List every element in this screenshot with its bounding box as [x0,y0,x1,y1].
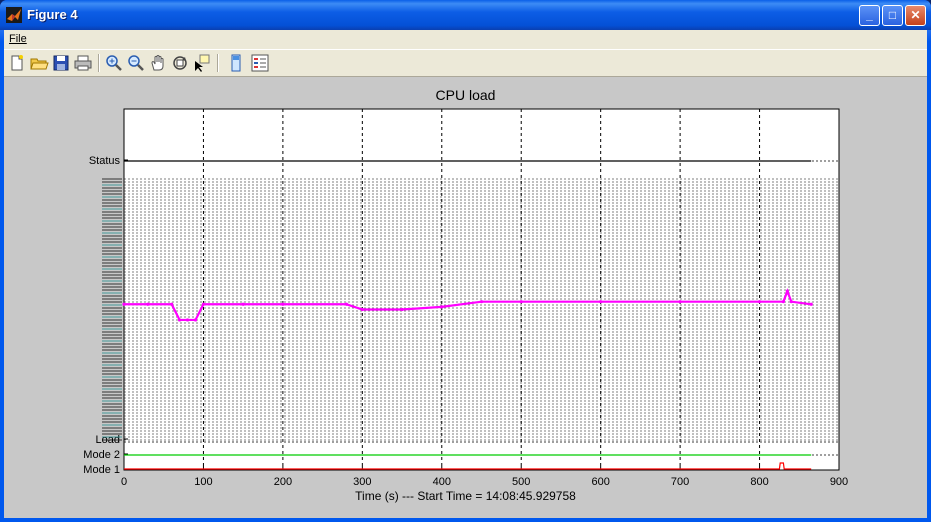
rotate-3d-icon[interactable] [170,53,190,73]
figure-toolbar [4,49,927,77]
title-bar[interactable]: Figure 4 _ □ ✕ [0,0,931,30]
matlab-logo-icon [6,7,22,23]
maximize-button[interactable]: □ [882,5,903,26]
load-point [193,318,198,322]
minimize-button[interactable]: _ [859,5,880,26]
load-point [241,302,245,306]
menu-file[interactable]: File [9,33,27,45]
toolbar-separator [217,54,219,72]
load-point [281,302,285,306]
save-icon[interactable] [51,53,71,73]
colorbar-icon[interactable] [226,53,246,73]
zoom-out-icon[interactable] [126,53,146,73]
row-label: Mode 1 [83,464,120,476]
zoom-in-icon[interactable] [104,53,124,73]
load-point [678,300,682,304]
row-label: Status [89,155,121,167]
x-tick-label: 700 [671,476,689,488]
x-tick-label: 100 [194,476,212,488]
legend-icon[interactable] [250,53,270,73]
load-point [201,302,206,306]
load-point [440,305,444,309]
load-point [599,300,603,304]
load-point [400,307,404,312]
window-title: Figure 4 [27,7,78,22]
x-tick-label: 900 [830,476,848,488]
x-axis-label: Time (s) --- Start Time = 14:08:45.92975… [355,489,576,503]
load-point [757,300,762,304]
cpu-load-chart[interactable]: 0 100 200 300 400 500 600 700 800 900StatusLoadMo… [4,77,927,518]
plot-title: CPU load [435,87,496,103]
x-tick-label: 400 [433,476,451,488]
x-tick-label: 600 [591,476,609,488]
print-icon[interactable] [73,53,93,73]
load-point [178,318,182,322]
toolbar-separator [98,54,100,72]
load-point [781,300,785,304]
load-point [785,289,789,293]
row-label: Mode 2 [83,449,120,461]
series-line-load [124,288,812,322]
pan-hand-icon[interactable] [148,53,168,73]
x-tick-label: 0 [121,476,127,488]
load-point [122,302,126,306]
series-line-mode-1 [124,462,812,470]
x-tick-label: 800 [750,476,768,488]
new-figure-icon[interactable] [7,53,27,73]
load-point [185,318,190,322]
data-cursor-icon[interactable] [192,53,212,73]
menu-bar: File [4,30,927,48]
x-tick-label: 200 [274,476,292,488]
window-client: File CPU load 0 100 200 300 400 500 600 700 800 9… [4,30,927,518]
load-point [360,307,364,312]
x-tick-label: 300 [353,476,371,488]
open-file-icon[interactable] [29,53,49,73]
load-point [809,302,813,306]
load-point [170,302,174,306]
load-point [146,302,150,306]
load-point [479,300,484,304]
figure-canvas: CPU load 0 100 200 300 400 500 600 700 800 900 Sta… [4,77,927,518]
x-tick-label: 500 [512,476,530,488]
load-point [519,300,523,304]
load-point [789,300,793,304]
close-button[interactable]: ✕ [905,5,926,26]
load-point [344,302,349,306]
